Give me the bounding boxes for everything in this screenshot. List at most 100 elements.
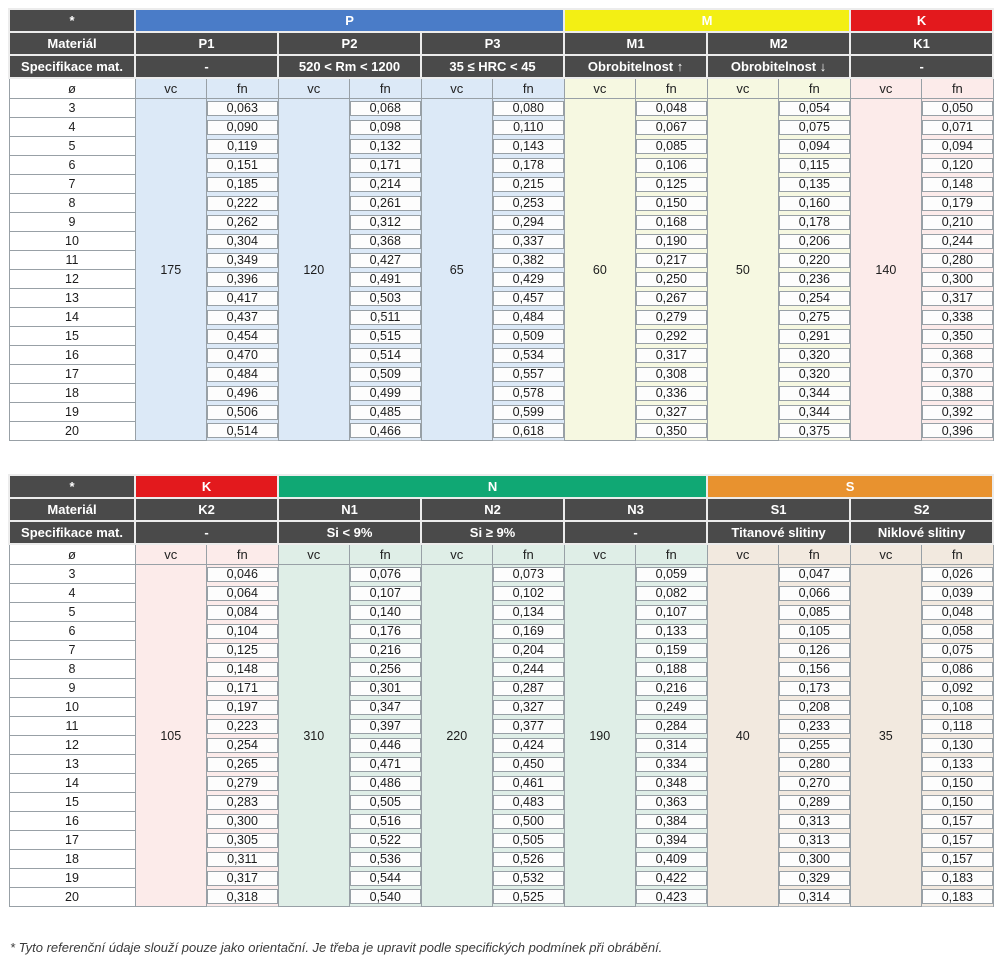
fn-value-cell: 0,054: [778, 98, 851, 118]
fn-value-cell: 0,280: [778, 754, 851, 774]
star-header-cell: *: [8, 474, 136, 499]
fn-value-cell: 0,454: [206, 326, 279, 346]
fn-value-box: 0,329: [779, 870, 850, 886]
diameter-cell: 9: [8, 212, 136, 232]
table-row: 16 0,300 0,516 0,500 0,384 0,313 0,157: [8, 811, 994, 831]
diameter-header: ø: [8, 543, 136, 565]
diameter-cell: 19: [8, 868, 136, 888]
fn-value-box: 0,578: [493, 385, 564, 401]
fn-value-cell: 0,119: [206, 136, 279, 156]
fn-value-cell: 0,525: [492, 887, 565, 907]
diameter-cell: 7: [8, 174, 136, 194]
fn-value-box: 0,046: [207, 566, 278, 582]
material-cell-N3: N3: [563, 497, 709, 522]
fn-value-cell: 0,183: [921, 887, 994, 907]
diameter-cell: 6: [8, 155, 136, 175]
fn-value-cell: 0,178: [778, 212, 851, 232]
diameter-cell: 16: [8, 811, 136, 831]
table-row: 12 0,396 0,491 0,429 0,250 0,236 0,300: [8, 269, 994, 289]
fn-value-box: 0,427: [350, 252, 421, 268]
table-row: 15 0,283 0,505 0,483 0,363 0,289 0,150: [8, 792, 994, 812]
material-row-label: Materiál: [8, 31, 136, 56]
vc-value-cell-P2: 120: [277, 98, 350, 441]
fn-value-cell: 0,284: [635, 716, 708, 736]
fn-value-cell: 0,063: [206, 98, 279, 118]
fn-value-cell: 0,110: [492, 117, 565, 137]
fn-value-cell: 0,329: [778, 868, 851, 888]
fn-value-cell: 0,485: [349, 402, 422, 422]
fn-value-box: 0,347: [350, 699, 421, 715]
fn-value-cell: 0,422: [635, 868, 708, 888]
fn-value-box: 0,500: [493, 813, 564, 829]
fn-value-cell: 0,107: [635, 602, 708, 622]
fn-value-box: 0,470: [207, 347, 278, 363]
material-cell-P3: P3: [419, 31, 566, 56]
fn-value-cell: 0,417: [206, 288, 279, 308]
fn-value-box: 0,300: [779, 851, 850, 867]
fn-value-cell: 0,450: [492, 754, 565, 774]
fn-value-cell: 0,536: [349, 849, 422, 869]
fn-value-cell: 0,275: [778, 307, 851, 327]
fn-value-cell: 0,179: [921, 193, 994, 213]
fn-value-cell: 0,375: [778, 421, 851, 441]
fn-value-box: 0,255: [779, 737, 850, 753]
table-row: 18 0,311 0,536 0,526 0,409 0,300 0,157: [8, 849, 994, 869]
fn-value-cell: 0,429: [492, 269, 565, 289]
fn-value-cell: 0,058: [921, 621, 994, 641]
col-header-vc-P2: vc: [277, 77, 350, 99]
fn-value-cell: 0,503: [349, 288, 422, 308]
fn-value-box: 0,204: [493, 642, 564, 658]
fn-value-cell: 0,106: [635, 155, 708, 175]
fn-value-box: 0,499: [350, 385, 421, 401]
fn-value-cell: 0,244: [492, 659, 565, 679]
table-gap: [8, 441, 992, 474]
spec-cell-K2: -: [133, 520, 280, 545]
fn-value-box: 0,106: [636, 157, 707, 173]
fn-value-box: 0,396: [207, 271, 278, 287]
fn-value-box: 0,105: [779, 623, 850, 639]
fn-value-cell: 0,301: [349, 678, 422, 698]
table-row: 18 0,496 0,499 0,578 0,336 0,344 0,388: [8, 383, 994, 403]
fn-value-box: 0,308: [636, 366, 707, 382]
fn-value-box: 0,086: [922, 661, 993, 677]
fn-value-cell: 0,618: [492, 421, 565, 441]
fn-value-box: 0,429: [493, 271, 564, 287]
table-row: 8 0,222 0,261 0,253 0,150 0,160 0,179: [8, 193, 994, 213]
fn-value-cell: 0,457: [492, 288, 565, 308]
table-row: 5 0,084 0,140 0,134 0,107 0,085 0,048: [8, 602, 994, 622]
fn-value-box: 0,544: [350, 870, 421, 886]
fn-value-cell: 0,254: [206, 735, 279, 755]
fn-value-cell: 0,169: [492, 621, 565, 641]
diameter-cell: 20: [8, 887, 136, 907]
fn-value-cell: 0,157: [921, 811, 994, 831]
fn-value-cell: 0,222: [206, 193, 279, 213]
fn-value-cell: 0,233: [778, 716, 851, 736]
fn-value-cell: 0,197: [206, 697, 279, 717]
fn-value-box: 0,071: [922, 119, 993, 135]
spec-cell-K1: -: [849, 54, 995, 79]
fn-value-box: 0,098: [350, 119, 421, 135]
fn-value-box: 0,423: [636, 889, 707, 905]
fn-value-box: 0,133: [636, 623, 707, 639]
fn-value-cell: 0,236: [778, 269, 851, 289]
fn-value-cell: 0,396: [206, 269, 279, 289]
material-cell-K1: K1: [849, 31, 995, 56]
table-row: 5 0,119 0,132 0,143 0,085 0,094 0,094: [8, 136, 994, 156]
table-row: 11 0,223 0,397 0,377 0,284 0,233 0,118: [8, 716, 994, 736]
vc-value-cell-N1: 310: [277, 564, 351, 907]
fn-value-box: 0,540: [350, 889, 421, 905]
fn-value-cell: 0,314: [778, 887, 851, 907]
fn-value-box: 0,300: [207, 813, 278, 829]
spec-cell-N3: -: [563, 520, 709, 545]
fn-value-cell: 0,150: [921, 792, 994, 812]
fn-value-cell: 0,148: [206, 659, 279, 679]
fn-value-cell: 0,168: [635, 212, 708, 232]
fn-value-box: 0,110: [493, 119, 564, 135]
vc-value-cell-M1: 60: [563, 98, 637, 441]
fn-value-cell: 0,048: [921, 602, 994, 622]
vc-value-cell-K2: 105: [134, 564, 207, 907]
fn-value-cell: 0,126: [778, 640, 851, 660]
fn-value-cell: 0,291: [778, 326, 851, 346]
table-row: 9 0,171 0,301 0,287 0,216 0,173 0,092: [8, 678, 994, 698]
fn-value-box: 0,108: [922, 699, 993, 715]
